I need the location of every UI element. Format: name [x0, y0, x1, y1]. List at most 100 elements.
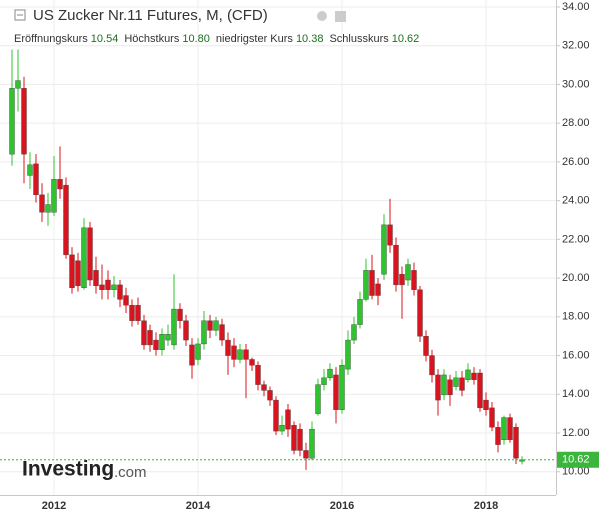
watermark: Investing .com: [22, 458, 147, 481]
last-price-tag: [557, 451, 599, 468]
quote-name: niedrigster Kurs: [216, 33, 294, 45]
candle-body: [279, 425, 285, 432]
candle-body: [285, 409, 291, 430]
y-tick-label: 12.00: [562, 427, 590, 439]
y-tick-label: 10.00: [562, 466, 590, 478]
candle-body: [141, 320, 147, 346]
quote-name: Höchstkurs: [124, 33, 180, 45]
candle-body: [309, 428, 315, 459]
candle-body: [375, 283, 381, 296]
candle-body: [237, 349, 243, 360]
candle-body: [495, 427, 501, 445]
candle-body: [423, 335, 429, 356]
candle-body: [387, 224, 393, 246]
y-tick-label: 34.00: [562, 1, 590, 13]
last-price-label: 10.62: [562, 454, 590, 466]
candle-body: [189, 344, 195, 366]
candle-body: [147, 330, 153, 346]
candles: [9, 49, 525, 470]
x-tick-label: 2012: [42, 500, 66, 512]
candle-body: [507, 417, 513, 441]
candle-body: [399, 274, 405, 286]
candle-body: [243, 349, 249, 360]
candle-body: [471, 372, 477, 380]
candle-body: [63, 184, 69, 256]
candle-body: [33, 163, 39, 196]
candle-body: [447, 379, 453, 396]
candle-body: [27, 164, 33, 176]
collapse-icon[interactable]: [14, 9, 26, 21]
candle-body: [129, 305, 135, 321]
candle-body: [357, 299, 363, 325]
watermark-suffix: .com: [114, 464, 147, 481]
candle-body: [45, 204, 51, 213]
candle-body: [483, 399, 489, 410]
y-tick-label: 32.00: [562, 40, 590, 52]
candle-body: [57, 179, 63, 190]
candle-body: [93, 270, 99, 287]
candle-body: [249, 359, 255, 366]
candle-body: [315, 384, 321, 414]
candle-body: [453, 377, 459, 387]
y-tick-label: 26.00: [562, 156, 590, 168]
candle-body: [21, 88, 27, 155]
quote-value: 10.62: [392, 33, 420, 45]
quote-line: Eröffnungskurs 10.54 Höchstkurs 10.80 niedri…: [14, 33, 419, 45]
candle-body: [501, 417, 507, 441]
candle-body: [213, 320, 219, 331]
y-tick-label: 22.00: [562, 233, 590, 245]
candle-body: [87, 227, 93, 281]
quote-name: Eröffnungskurs: [14, 33, 88, 45]
candle-body: [273, 399, 279, 432]
candle-body: [339, 365, 345, 410]
y-axis-area: [556, 0, 614, 495]
candle-body: [219, 324, 225, 341]
candle-body: [69, 254, 75, 288]
candle-body: [411, 270, 417, 290]
candle-body: [201, 320, 207, 345]
candle-body: [267, 390, 273, 401]
candle-body: [39, 194, 45, 213]
candle-body: [297, 428, 303, 451]
candle-body: [177, 308, 183, 321]
y-tick-label: 24.00: [562, 195, 590, 207]
candle-body: [255, 365, 261, 385]
candle-body: [393, 244, 399, 286]
candle-body: [51, 179, 57, 213]
candle-body: [429, 355, 435, 376]
candle-body: [513, 427, 519, 459]
candle-body: [183, 320, 189, 341]
candle-body: [441, 374, 447, 396]
y-tick-label: 20.00: [562, 272, 590, 284]
chart-title: US Zucker Nr.11 Futures, M, (CFD): [33, 7, 268, 24]
candle-body: [381, 224, 387, 275]
candle-body: [417, 289, 423, 337]
candle-body: [207, 320, 213, 331]
y-tick-label: 30.00: [562, 78, 590, 90]
candle-body: [99, 284, 105, 290]
x-tick-label: 2014: [186, 500, 211, 512]
settings-icon[interactable]: [335, 11, 346, 22]
y-tick-label: 14.00: [562, 388, 590, 400]
candle-body: [489, 407, 495, 428]
settings-icon[interactable]: [317, 11, 327, 21]
candle-body: [15, 80, 21, 89]
candle-body: [153, 339, 159, 350]
candle-body: [105, 279, 111, 290]
candle-body: [9, 88, 15, 155]
y-tick-label: 28.00: [562, 117, 590, 129]
candle-body: [477, 372, 483, 409]
candle-body: [165, 334, 171, 341]
candle-body: [303, 450, 309, 459]
grid: [0, 0, 556, 495]
candle-body: [405, 264, 411, 281]
candle-body: [369, 270, 375, 296]
x-tick-label: 2016: [330, 500, 354, 512]
candle-body: [435, 374, 441, 401]
candle-body: [291, 425, 297, 451]
candle-body: [231, 345, 237, 360]
quote-name: Schlusskurs: [329, 33, 389, 45]
candle-body: [195, 343, 201, 360]
candle-body: [111, 284, 117, 290]
